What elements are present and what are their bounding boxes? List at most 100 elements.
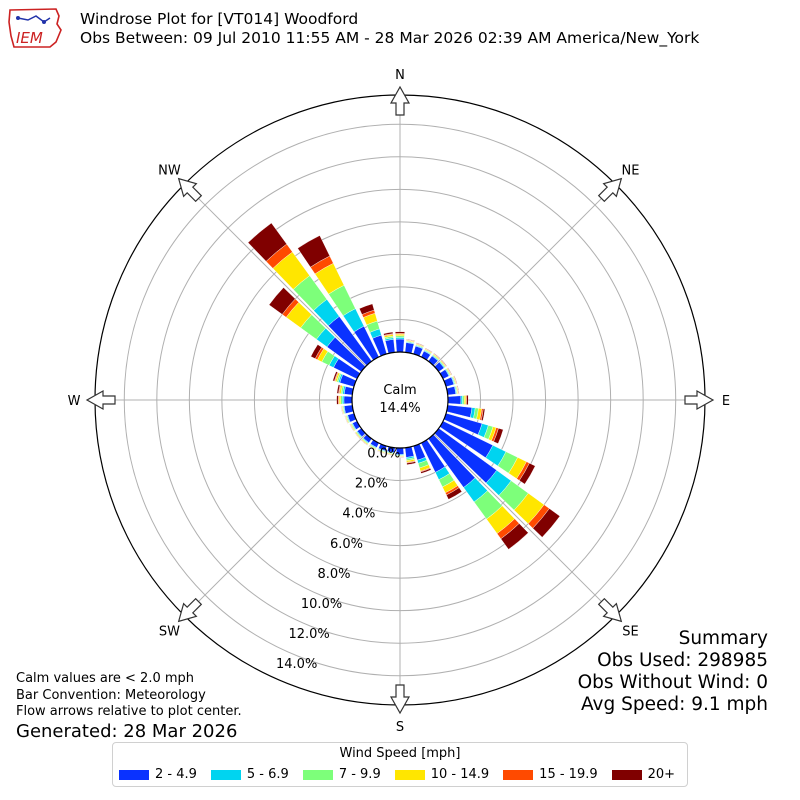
grid-spoke-nw [183,183,401,401]
bar-290-5 [332,371,338,382]
compass-arrow-nw-icon [177,177,203,203]
calm-percent: 14.4% [379,401,420,416]
legend-title: Wind Speed [mph] [339,746,461,761]
summary-heading: Summary [678,628,768,649]
bar-50-5 [441,359,448,367]
chart-title-line1: Windrose Plot for [VT014] Woodford [80,10,359,28]
legend-label-4: 15 - 19.9 [539,767,598,782]
bar-60-5 [447,367,453,376]
compass-arrow-w-icon [85,389,116,411]
compass-label-w: W [68,394,81,409]
radial-tick-labels: 0.0% 2.0% 4.0% 6.0% 8.0% 10.0% 12.0% 14.0% [276,447,400,672]
radial-tick-label-5: 10.0% [301,597,342,612]
radial-tick-label-1: 2.0% [355,477,388,492]
bar-310-5 [268,287,296,315]
legend-label-5: 20+ [647,767,676,782]
chart-title-line2: Obs Between: 09 Jul 2010 11:55 AM - 28 M… [80,29,700,47]
bar-300-5 [310,344,323,359]
bar-190-5 [386,453,395,456]
legend-swatch-4 [503,769,534,780]
calm-circle: Calm 14.4% [351,351,449,449]
compass-label-s: S [396,720,404,735]
legend-entry-3: 10 - 14.9 [394,767,490,782]
bar-10-0 [404,342,415,354]
compass-label-nw: NW [158,163,181,178]
bar-240-5 [349,424,355,432]
bar-350-0 [384,339,396,354]
summary-box: Summary Obs Used: 298985 Obs Without Win… [578,628,768,716]
bar-170-5 [406,461,416,465]
bar-250-5 [344,415,348,424]
legend-label-2: 7 - 9.9 [338,767,381,782]
compass-label-e: E [722,394,730,409]
note-calm-values: Calm values are < 2.0 mph [16,671,195,686]
radial-tick-label-0: 0.0% [367,447,400,462]
grid-spoke-se [399,399,617,617]
compass-arrow-e-icon [684,389,715,411]
legend-swatch-3 [394,769,425,780]
bar-270-0 [343,395,353,405]
calm-label: Calm [383,383,416,398]
legend-swatch-0 [119,769,149,780]
radial-tick-label-6: 12.0% [288,627,329,642]
legend-label-1: 5 - 6.9 [246,767,289,782]
radial-tick-label-2: 4.0% [342,507,375,522]
iem-mark-icon [17,15,51,23]
legend-label-0: 2 - 4.9 [155,767,197,782]
iowa-outline-icon [8,8,62,48]
radial-tick-label-4: 8.0% [317,567,350,582]
bar-100-5 [481,408,486,421]
compass-label-sw: SW [159,625,180,640]
note-bar-convention: Bar Convention: Meteorology [16,687,206,703]
bar-330-5 [297,235,331,268]
bar-30-5 [424,347,433,353]
bar-140-5 [500,523,529,550]
legend-label-3: 10 - 14.9 [430,767,490,782]
summary-avg-speed: Avg Speed: 9.1 mph [580,694,768,715]
compass-arrow-se-icon [597,597,623,623]
bar-120-5 [519,462,536,485]
grid-spoke-ne [399,183,617,401]
generated-date: Generated: 28 Mar 2026 [16,720,238,742]
compass-label-n: N [395,68,405,83]
bar-270-5 [336,395,339,405]
summary-obs-without-wind: Obs Without Wind: 0 [577,672,768,693]
iem-logo: IEM [8,8,62,48]
bar-70-5 [453,375,458,384]
legend-entry-0: 2 - 4.9 [119,767,197,782]
direction-bars [247,222,561,550]
footnotes: Calm values are < 2.0 mph Bar Convention… [16,671,242,743]
bar-350-5 [383,331,394,336]
compass-arrow-s-icon [389,684,411,715]
compass-label-ne: NE [622,163,640,178]
bar-210-5 [368,445,376,451]
legend-swatch-2 [302,769,333,780]
chart-title: Windrose Plot for [VT014] Woodford Obs B… [80,10,699,48]
iem-logo-text: IEM [16,29,43,47]
bar-320-5 [247,222,287,262]
bar-340-5 [359,303,375,315]
bar-110-5 [493,428,504,444]
legend-entry-5: 20+ [611,767,676,782]
bar-0-5 [395,331,405,334]
compass-arrow-ne-icon [597,177,623,203]
radial-tick-label-7: 14.0% [276,657,317,672]
compass-arrow-sw-icon [177,597,203,623]
bar-130-5 [532,508,561,538]
bar-0-0 [395,338,405,353]
bar-80-5 [457,385,460,395]
bar-280-5 [336,384,341,394]
legend-swatch-1 [210,769,241,780]
summary-obs-used: Obs Used: 298985 [597,650,768,671]
compass-arrow-n-icon [389,85,411,116]
legend: Wind Speed [mph] 2 - 4.9 5 - 6.9 7 - 9.9 10… [112,742,688,787]
compass-label-se: SE [622,625,638,640]
bar-230-5 [354,432,361,440]
bar-10-5 [406,338,416,342]
compass-labels: N NE E SE S SW W NW [68,68,731,735]
bar-160-5 [420,468,432,474]
bar-170-0 [404,446,415,458]
legend-items: 2 - 4.9 5 - 6.9 7 - 9.9 10 - 14.9 15 - 19.9 2… [119,767,675,782]
